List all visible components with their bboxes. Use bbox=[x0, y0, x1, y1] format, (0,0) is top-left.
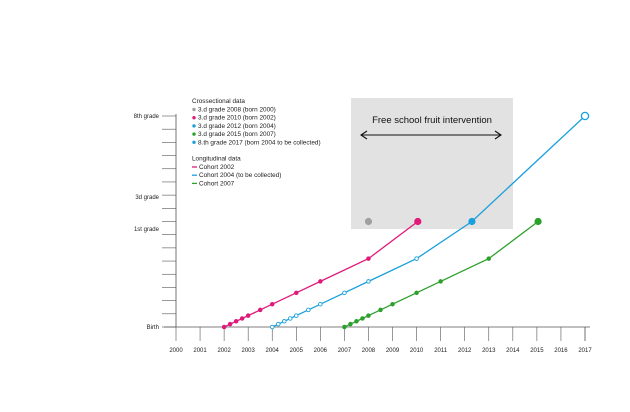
x-tick-label: 2013 bbox=[482, 348, 496, 354]
series-point bbox=[233, 319, 239, 324]
x-tick-label: 2006 bbox=[314, 348, 328, 354]
legend-marker bbox=[192, 132, 196, 136]
legend-marker bbox=[192, 140, 196, 144]
series-point bbox=[282, 319, 287, 324]
series-line bbox=[223, 220, 419, 328]
legend-marker bbox=[192, 116, 196, 120]
series-point bbox=[245, 313, 251, 318]
legend-label: 3.d grade 2008 (born 2000) bbox=[198, 107, 276, 114]
x-tick-label: 2007 bbox=[338, 348, 352, 354]
intervention-arrow-left bbox=[360, 130, 368, 140]
intervention-label: Free school fruit intervention bbox=[372, 115, 492, 126]
series-point bbox=[294, 313, 299, 318]
legend-title-crossectional: Crossectional data bbox=[192, 98, 245, 105]
series-point bbox=[221, 324, 227, 330]
y-tick-label: 1st grade bbox=[134, 227, 160, 233]
x-tick-label: 2002 bbox=[217, 348, 231, 354]
series-point bbox=[348, 321, 353, 327]
x-tick-label: 2009 bbox=[386, 348, 400, 354]
series-point bbox=[414, 290, 419, 296]
series-point bbox=[360, 316, 365, 321]
legend-label: 3.d grade 2015 (born 2007) bbox=[198, 131, 276, 138]
series-point bbox=[257, 307, 263, 313]
x-tick-label: 2012 bbox=[458, 348, 472, 354]
legend-marker bbox=[192, 124, 196, 128]
y-tick-label: Birth bbox=[147, 325, 159, 331]
series-point bbox=[378, 307, 383, 313]
series-point bbox=[294, 290, 299, 296]
series-point bbox=[342, 324, 347, 330]
legend-title-longitudinal: Longitudinal data bbox=[192, 156, 241, 163]
series-point bbox=[486, 256, 492, 261]
series-point bbox=[318, 301, 323, 307]
series-point bbox=[288, 316, 293, 321]
x-tick-label: 2000 bbox=[169, 348, 183, 354]
x-tick-label: 2016 bbox=[554, 348, 568, 354]
legend: Crossectional data 3.d grade 2008 (born 2… bbox=[192, 98, 321, 187]
series-point bbox=[276, 321, 281, 327]
series-point bbox=[227, 321, 233, 327]
series-point bbox=[390, 301, 395, 307]
x-tick-label: 2003 bbox=[241, 348, 255, 354]
x-tick-label: 2004 bbox=[266, 348, 280, 354]
series-point bbox=[354, 319, 359, 324]
x-tick-label: 2008 bbox=[362, 348, 376, 354]
series-point bbox=[269, 301, 275, 307]
series-point bbox=[366, 256, 371, 261]
series-point bbox=[239, 316, 245, 321]
x-tick-label: 2001 bbox=[193, 348, 207, 354]
legend-label: 3.d grade 2012 (born 2004) bbox=[198, 123, 276, 130]
series-point bbox=[342, 290, 347, 296]
series-point bbox=[269, 324, 275, 330]
intervention-area: Free school fruit intervention bbox=[351, 98, 513, 229]
x-tick-label: 2015 bbox=[530, 348, 544, 354]
series-point bbox=[438, 279, 443, 284]
x-tick-label: 2010 bbox=[410, 348, 424, 354]
crossectional-point bbox=[414, 217, 422, 226]
axes: Birth 1st grade 3d grade 8th grade 2000 2001 2… bbox=[134, 114, 592, 354]
intervention-arrow-right bbox=[494, 130, 502, 140]
x-tick-label: 2005 bbox=[290, 348, 304, 354]
series-point bbox=[306, 307, 311, 313]
crossectional-point bbox=[468, 217, 476, 226]
legend-marker bbox=[192, 107, 196, 112]
x-tick-label: 2017 bbox=[578, 348, 592, 354]
x-tick-label: 2014 bbox=[506, 348, 520, 354]
intervention-rect bbox=[351, 98, 513, 229]
x-tick-label: 2011 bbox=[434, 348, 448, 354]
legend-label: 3.d grade 2010 (born 2002) bbox=[198, 115, 276, 122]
y-tick-label: 3d grade bbox=[135, 195, 159, 201]
y-tick-label: 8th grade bbox=[134, 114, 160, 120]
crossectional-points bbox=[364, 111, 590, 226]
series-point bbox=[366, 313, 371, 318]
crossectional-point bbox=[580, 111, 590, 121]
series-line bbox=[344, 220, 539, 328]
series-layer bbox=[221, 115, 586, 330]
series-point bbox=[414, 256, 419, 261]
crossectional-point bbox=[534, 217, 542, 226]
legend-label: Cohort 2007 bbox=[199, 180, 235, 187]
legend-label: Cohort 2004 (to be collected) bbox=[199, 172, 281, 179]
legend-label: Cohort 2002 bbox=[199, 164, 235, 171]
series-point bbox=[366, 279, 371, 284]
legend-label: 8.th grade 2017 (born 2004 to be collect… bbox=[198, 139, 321, 146]
series-point bbox=[318, 279, 323, 284]
crossectional-point bbox=[364, 217, 373, 226]
